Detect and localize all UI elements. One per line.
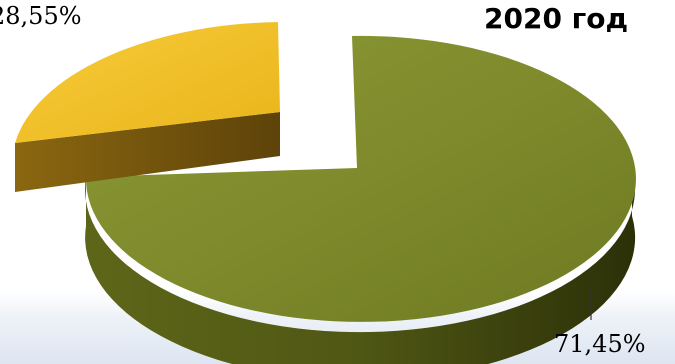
data-label-slice-2: 71,45% [554, 330, 646, 358]
pie-slice-1 [15, 22, 280, 192]
pie-slice-1-top [15, 22, 280, 143]
data-label-slice-1: 28,55% [0, 2, 82, 30]
pie-slice-2 [85, 35, 636, 364]
pie-slice-2-top [85, 35, 636, 322]
pie-slice-2-side [85, 168, 636, 364]
chart-title: 2020 год [484, 2, 629, 35]
pie-slice-1-side [15, 112, 280, 192]
